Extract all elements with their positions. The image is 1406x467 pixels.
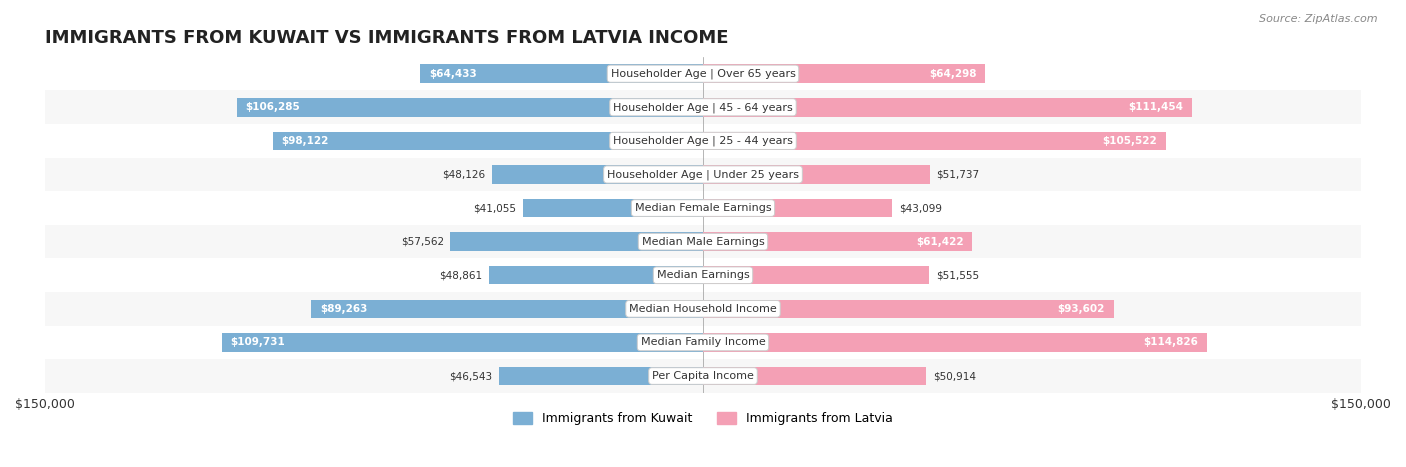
Text: $43,099: $43,099 bbox=[898, 203, 942, 213]
Bar bbox=[450, 233, 703, 251]
Text: $111,454: $111,454 bbox=[1128, 102, 1184, 112]
Text: $93,602: $93,602 bbox=[1057, 304, 1105, 314]
Text: Householder Age | Under 25 years: Householder Age | Under 25 years bbox=[607, 169, 799, 180]
Bar bbox=[222, 333, 703, 352]
Bar bbox=[703, 132, 1166, 150]
Bar bbox=[499, 367, 703, 385]
Text: $41,055: $41,055 bbox=[474, 203, 516, 213]
Bar bbox=[45, 225, 1361, 258]
Text: $51,737: $51,737 bbox=[936, 170, 980, 179]
Text: $48,861: $48,861 bbox=[439, 270, 482, 280]
Bar bbox=[45, 258, 1361, 292]
Bar bbox=[703, 367, 927, 385]
Bar bbox=[703, 233, 973, 251]
Text: $64,433: $64,433 bbox=[429, 69, 477, 79]
Text: $46,543: $46,543 bbox=[449, 371, 492, 381]
Text: IMMIGRANTS FROM KUWAIT VS IMMIGRANTS FROM LATVIA INCOME: IMMIGRANTS FROM KUWAIT VS IMMIGRANTS FRO… bbox=[45, 29, 728, 47]
Bar bbox=[45, 57, 1361, 91]
Bar bbox=[492, 165, 703, 184]
Bar bbox=[45, 191, 1361, 225]
Text: $61,422: $61,422 bbox=[917, 237, 963, 247]
Text: Householder Age | 25 - 44 years: Householder Age | 25 - 44 years bbox=[613, 135, 793, 146]
Text: Source: ZipAtlas.com: Source: ZipAtlas.com bbox=[1260, 14, 1378, 24]
Text: Householder Age | 45 - 64 years: Householder Age | 45 - 64 years bbox=[613, 102, 793, 113]
Text: $114,826: $114,826 bbox=[1143, 338, 1198, 347]
Bar bbox=[489, 266, 703, 284]
Bar bbox=[703, 333, 1206, 352]
Bar bbox=[703, 98, 1192, 117]
Text: $64,298: $64,298 bbox=[929, 69, 976, 79]
Bar bbox=[420, 64, 703, 83]
Text: Median Family Income: Median Family Income bbox=[641, 338, 765, 347]
Bar bbox=[45, 91, 1361, 124]
Text: Per Capita Income: Per Capita Income bbox=[652, 371, 754, 381]
Text: $98,122: $98,122 bbox=[281, 136, 329, 146]
Bar bbox=[311, 300, 703, 318]
Text: $109,731: $109,731 bbox=[231, 338, 285, 347]
Text: Median Household Income: Median Household Income bbox=[628, 304, 778, 314]
Bar bbox=[703, 300, 1114, 318]
Bar bbox=[523, 199, 703, 217]
Text: $51,555: $51,555 bbox=[936, 270, 979, 280]
Text: $48,126: $48,126 bbox=[441, 170, 485, 179]
Text: $105,522: $105,522 bbox=[1102, 136, 1157, 146]
Bar bbox=[45, 124, 1361, 158]
Bar bbox=[45, 292, 1361, 325]
Text: Median Male Earnings: Median Male Earnings bbox=[641, 237, 765, 247]
Text: $57,562: $57,562 bbox=[401, 237, 444, 247]
Bar bbox=[45, 325, 1361, 359]
Bar bbox=[703, 64, 986, 83]
Text: Median Earnings: Median Earnings bbox=[657, 270, 749, 280]
Legend: Immigrants from Kuwait, Immigrants from Latvia: Immigrants from Kuwait, Immigrants from … bbox=[508, 407, 898, 430]
Bar bbox=[703, 199, 891, 217]
Bar bbox=[273, 132, 703, 150]
Bar bbox=[703, 266, 929, 284]
Text: Householder Age | Over 65 years: Householder Age | Over 65 years bbox=[610, 69, 796, 79]
Bar bbox=[45, 158, 1361, 191]
Bar bbox=[236, 98, 703, 117]
Text: $106,285: $106,285 bbox=[246, 102, 301, 112]
Bar bbox=[703, 165, 929, 184]
Text: $89,263: $89,263 bbox=[321, 304, 367, 314]
Bar bbox=[45, 359, 1361, 393]
Text: Median Female Earnings: Median Female Earnings bbox=[634, 203, 772, 213]
Text: $50,914: $50,914 bbox=[934, 371, 976, 381]
